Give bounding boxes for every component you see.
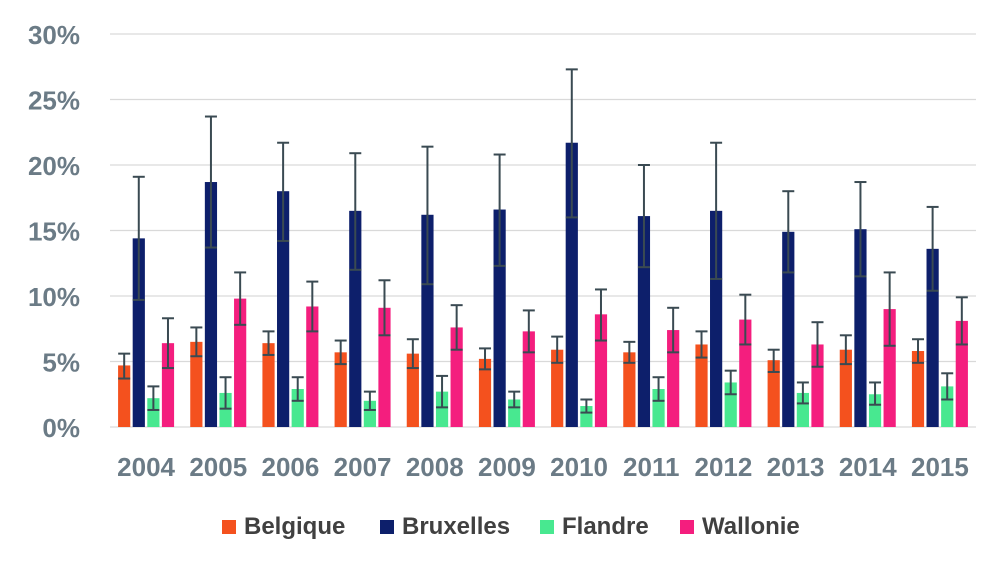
bar-wallonie-2008: [450, 327, 463, 427]
x-axis-labels: 2004 2005 2006 2007 2008 2009 2010 2011 2012 2013…: [117, 452, 969, 482]
y-tick-label: 25%: [28, 86, 80, 116]
y-tick-label: 20%: [28, 151, 80, 181]
bar-bruxelles-2013: [782, 231, 795, 427]
x-tick-label: 2014: [839, 452, 897, 482]
bar-bruxelles-2007: [349, 210, 362, 427]
legend-label-bruxelles: Bruxelles: [402, 513, 510, 540]
x-tick-label: 2005: [189, 452, 247, 482]
y-tick-label: 30%: [28, 20, 80, 50]
bar-bruxelles-2008: [421, 214, 434, 427]
bar-belgique-2005: [190, 341, 203, 427]
bar-belgique-2009: [478, 358, 492, 427]
bar-belgique-2007: [334, 352, 347, 427]
bar-flandre-2014: [868, 394, 882, 427]
bar-belgique-2014: [839, 349, 852, 427]
x-tick-label: 2006: [261, 452, 319, 482]
legend-label-wallonie: Wallonie: [702, 513, 800, 540]
bar-wallonie-2014: [883, 309, 896, 427]
y-axis-labels: 0% 5% 10% 15% 20% 25% 30%: [28, 20, 80, 443]
bar-flandre-2010: [580, 406, 593, 427]
x-tick-label: 2011: [623, 452, 679, 482]
y-tick-label: 15%: [28, 217, 80, 247]
bar-bruxelles-2009: [493, 209, 506, 427]
gridlines: [110, 33, 976, 428]
bar-wallonie-2013: [811, 344, 824, 427]
bar-flandre-2008: [435, 391, 449, 427]
x-tick-label: 2015: [911, 452, 969, 482]
y-tick-label: 0%: [42, 413, 80, 443]
bar-flandre-2005: [219, 392, 232, 427]
y-tick-label: 10%: [28, 282, 80, 312]
bar-wallonie-2015: [955, 320, 968, 427]
bar-bruxelles-2015: [926, 248, 939, 427]
bar-wallonie-2007: [378, 307, 391, 427]
bar-wallonie-2011: [667, 330, 680, 427]
x-tick-label: 2004: [117, 452, 175, 482]
bar-flandre-2015: [941, 386, 954, 427]
bar-bruxelles-2004: [132, 238, 145, 427]
bar-belgique-2012: [695, 344, 708, 427]
bar-bruxelles-2011: [637, 216, 651, 427]
bar-belgique-2008: [406, 353, 419, 427]
bar-bruxelles-2012: [710, 210, 723, 427]
bar-flandre-2004: [147, 398, 160, 427]
bar-belgique-2004: [118, 365, 131, 427]
bars: [118, 142, 968, 428]
legend: Belgique Bruxelles Flandre Wallonie: [222, 513, 800, 540]
legend-swatch-belgique: [222, 520, 236, 534]
legend-swatch-bruxelles: [380, 520, 394, 534]
bar-bruxelles-2005: [204, 182, 218, 427]
bar-bruxelles-2006: [277, 191, 290, 427]
legend-swatch-flandre: [540, 520, 554, 534]
bar-flandre-2013: [796, 392, 809, 427]
bar-belgique-2011: [623, 352, 636, 427]
bar-wallonie-2012: [739, 319, 752, 427]
bar-wallonie-2006: [306, 306, 319, 427]
y-tick-label: 5%: [42, 348, 80, 378]
x-tick-label: 2008: [406, 452, 464, 482]
x-tick-label: 2010: [550, 452, 608, 482]
x-tick-label: 2007: [334, 452, 392, 482]
error-bars: [118, 68, 968, 414]
bar-wallonie-2004: [161, 343, 175, 427]
bar-flandre-2007: [363, 400, 376, 427]
bar-belgique-2006: [262, 343, 275, 427]
bar-bruxelles-2010: [565, 142, 578, 428]
bar-belgique-2010: [551, 349, 564, 427]
bar-belgique-2013: [767, 360, 780, 427]
bar-wallonie-2005: [234, 298, 247, 427]
bar-wallonie-2009: [522, 331, 535, 427]
legend-swatch-wallonie: [680, 520, 694, 534]
bar-flandre-2011: [652, 389, 665, 427]
legend-label-belgique: Belgique: [244, 513, 345, 540]
bar-wallonie-2010: [594, 314, 608, 427]
bar-flandre-2006: [291, 389, 304, 427]
bar-bruxelles-2014: [854, 229, 867, 427]
x-tick-label: 2009: [478, 452, 536, 482]
legend-label-flandre: Flandre: [562, 513, 649, 540]
x-tick-label: 2012: [694, 452, 752, 482]
x-tick-label: 2013: [767, 452, 825, 482]
bar-belgique-2015: [911, 351, 925, 427]
